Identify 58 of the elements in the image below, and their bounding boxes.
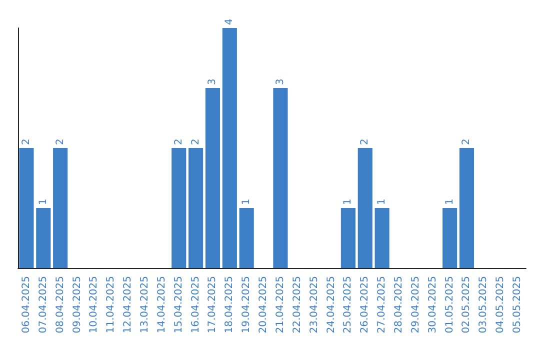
data-label: 1 <box>38 198 49 205</box>
bar <box>19 148 34 268</box>
x-tick-label: 06.04.2025 <box>20 276 32 334</box>
data-label: 1 <box>376 198 388 205</box>
x-tick-label: 25.04.2025 <box>342 276 354 334</box>
x-tick-label: 29.04.2025 <box>410 276 422 334</box>
x-tick-label: 28.04.2025 <box>394 276 404 334</box>
x-tick-label: 26.04.2025 <box>360 276 371 334</box>
data-label: 3 <box>207 78 218 85</box>
data-label: 4 <box>224 18 236 25</box>
bar <box>459 148 474 268</box>
data-label: 2 <box>173 138 184 145</box>
bar <box>273 88 288 268</box>
bar <box>172 148 186 268</box>
bar <box>188 148 204 268</box>
data-label: 2 <box>190 138 202 145</box>
data-label: 1 <box>241 198 252 205</box>
data-label: 2 <box>20 138 32 145</box>
x-tick-label: 23.04.2025 <box>308 276 320 334</box>
data-label: 1 <box>342 198 354 205</box>
x-tick-label: 15.04.2025 <box>173 276 184 334</box>
x-tick-label: 22.04.2025 <box>292 276 303 334</box>
data-label: 2 <box>54 138 66 145</box>
x-tick-label: 09.04.2025 <box>72 276 83 334</box>
x-tick-label: 07.04.2025 <box>38 276 49 334</box>
data-label: 1 <box>444 198 456 205</box>
x-tick-label: 05.05.2025 <box>512 276 524 334</box>
bar <box>222 28 237 268</box>
x-tick-label: 16.04.2025 <box>190 276 202 334</box>
x-tick-label: 03.05.2025 <box>478 276 490 334</box>
x-tick-label: 11.04.2025 <box>106 276 117 334</box>
x-tick-label: 17.04.2025 <box>207 276 218 334</box>
x-tick-label: 18.04.2025 <box>224 276 236 334</box>
bar <box>36 208 51 268</box>
data-label: 3 <box>274 78 286 85</box>
x-tick-label: 02.05.2025 <box>461 276 472 334</box>
x-tick-label: 19.04.2025 <box>241 276 252 334</box>
bar <box>358 148 372 268</box>
x-tick-label: 14.04.2025 <box>156 276 168 334</box>
bar <box>239 208 254 268</box>
bar <box>205 88 220 268</box>
x-tick-label: 08.04.2025 <box>54 276 66 334</box>
bar <box>442 208 458 268</box>
x-tick-label: 12.04.2025 <box>122 276 134 334</box>
x-tick-label: 21.04.2025 <box>274 276 286 334</box>
x-tick-label: 10.04.2025 <box>88 276 100 334</box>
x-tick-label: 13.04.2025 <box>140 276 150 334</box>
x-tick-label: 30.04.2025 <box>427 276 438 334</box>
bar <box>340 208 356 268</box>
bar <box>374 208 390 268</box>
x-tick-label: 20.04.2025 <box>258 276 270 334</box>
x-tick-label: 24.04.2025 <box>326 276 337 334</box>
x-tick-label: 01.05.2025 <box>444 276 456 334</box>
data-label: 2 <box>461 138 472 145</box>
x-tick-label: 04.05.2025 <box>495 276 506 334</box>
data-label: 2 <box>360 138 371 145</box>
bar <box>53 148 68 268</box>
x-tick-label: 27.04.2025 <box>376 276 388 334</box>
